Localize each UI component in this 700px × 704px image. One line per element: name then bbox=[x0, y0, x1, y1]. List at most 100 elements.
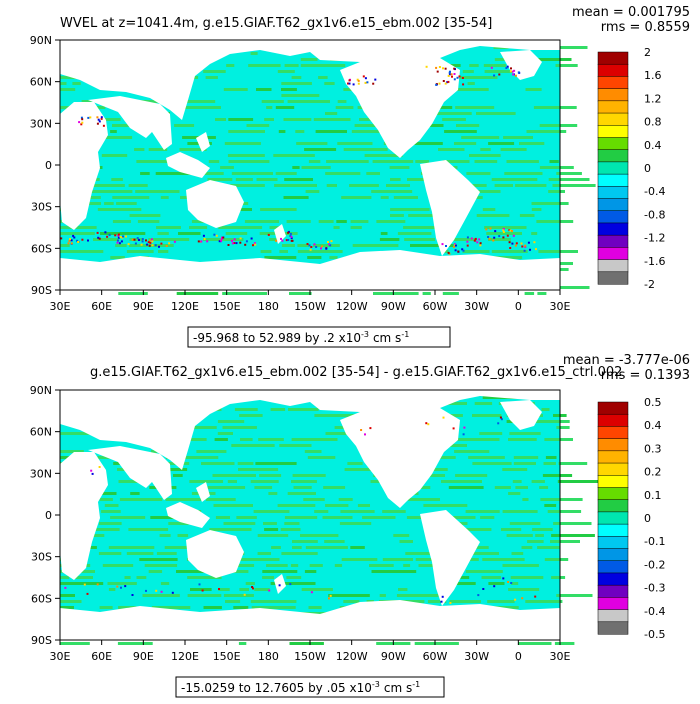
texture-streak bbox=[509, 522, 541, 525]
anomaly-speckle bbox=[158, 245, 160, 248]
colorbar-tick-label: -0.4 bbox=[644, 185, 665, 198]
texture-streak bbox=[60, 450, 84, 453]
texture-streak bbox=[185, 100, 216, 103]
anomaly-speckle bbox=[502, 236, 505, 239]
texture-streak bbox=[222, 292, 267, 295]
texture-streak bbox=[256, 88, 272, 91]
colorbar-swatch bbox=[597, 88, 629, 102]
texture-streak bbox=[110, 256, 125, 259]
texture-streak bbox=[187, 594, 222, 597]
texture-streak bbox=[279, 444, 312, 447]
texture-streak bbox=[545, 456, 557, 459]
texture-streak bbox=[231, 172, 273, 175]
texture-streak bbox=[403, 226, 447, 229]
anomaly-speckle bbox=[91, 472, 94, 475]
chart-title: g.e15.GIAF.T62_gx1v6.e15_ebm.002 [35-54]… bbox=[90, 365, 622, 380]
anomaly-speckle bbox=[505, 67, 508, 69]
anomaly-speckle bbox=[477, 594, 480, 597]
texture-streak bbox=[555, 64, 578, 67]
texture-streak bbox=[136, 576, 147, 579]
anomaly-speckle bbox=[492, 239, 495, 242]
anomaly-speckle bbox=[197, 240, 200, 243]
colorbar-tick-label: 0.4 bbox=[644, 419, 662, 432]
texture-streak bbox=[284, 522, 300, 525]
texture-streak bbox=[257, 552, 271, 555]
texture-streak bbox=[468, 456, 505, 459]
anomaly-speckle bbox=[308, 244, 311, 247]
colorbar-swatch bbox=[597, 450, 629, 464]
range-unit-exponent: -1 bbox=[412, 680, 420, 689]
texture-streak bbox=[308, 606, 322, 609]
texture-streak bbox=[190, 588, 212, 591]
anomaly-speckle bbox=[457, 250, 460, 253]
anomaly-speckle bbox=[321, 245, 324, 248]
texture-streak bbox=[480, 148, 491, 151]
anomaly-speckle bbox=[329, 594, 332, 597]
anomaly-speckle bbox=[509, 70, 512, 73]
texture-streak bbox=[490, 606, 519, 609]
texture-streak bbox=[461, 552, 499, 555]
svg-text:-15.0259 to 12.7605 by .05 x10: -15.0259 to 12.7605 by .05 x10-3 cm s-1 bbox=[181, 680, 420, 695]
texture-streak bbox=[462, 70, 474, 73]
texture-streak bbox=[220, 166, 234, 169]
texture-streak bbox=[502, 510, 538, 513]
texture-streak bbox=[254, 486, 273, 489]
texture-streak bbox=[155, 172, 199, 175]
texture-streak bbox=[390, 178, 401, 181]
anomaly-speckle bbox=[239, 237, 242, 240]
texture-streak bbox=[325, 504, 349, 507]
texture-streak bbox=[371, 190, 413, 193]
texture-streak bbox=[126, 552, 154, 555]
texture-streak bbox=[286, 220, 311, 223]
texture-streak bbox=[547, 510, 582, 513]
texture-streak bbox=[551, 576, 566, 579]
texture-streak bbox=[269, 226, 280, 229]
texture-streak bbox=[343, 600, 360, 603]
texture-streak bbox=[173, 474, 183, 477]
texture-streak bbox=[60, 456, 73, 459]
anomaly-speckle bbox=[453, 245, 455, 248]
anomaly-speckle bbox=[244, 243, 247, 246]
texture-streak bbox=[315, 130, 347, 133]
texture-streak bbox=[254, 588, 270, 591]
texture-streak bbox=[351, 130, 395, 133]
anomaly-speckle bbox=[70, 239, 73, 242]
texture-streak bbox=[543, 462, 556, 465]
y-axis: 90N 60N 30N 0 30S 60S 90S bbox=[30, 384, 60, 647]
texture-streak bbox=[60, 594, 75, 597]
anomaly-speckle bbox=[131, 238, 134, 241]
texture-streak bbox=[469, 154, 501, 157]
texture-streak bbox=[455, 106, 495, 109]
texture-streak bbox=[465, 570, 503, 573]
texture-streak bbox=[307, 256, 322, 259]
texture-streak bbox=[390, 208, 430, 211]
texture-streak bbox=[449, 600, 481, 603]
texture-streak bbox=[357, 504, 370, 507]
texture-streak bbox=[536, 220, 574, 223]
anomaly-speckle bbox=[330, 240, 333, 243]
texture-streak bbox=[337, 142, 373, 145]
anomaly-speckle bbox=[498, 235, 501, 238]
anomaly-speckle bbox=[77, 241, 80, 243]
anomaly-speckle bbox=[511, 242, 514, 245]
anomaly-speckle bbox=[202, 234, 205, 237]
colorbar-tick-label: 0.4 bbox=[644, 139, 662, 152]
texture-streak bbox=[93, 528, 120, 531]
texture-streak bbox=[139, 558, 178, 561]
texture-streak bbox=[300, 534, 339, 537]
texture-streak bbox=[262, 570, 298, 573]
texture-streak bbox=[95, 118, 121, 121]
texture-streak bbox=[274, 184, 317, 187]
colorbar-swatch bbox=[597, 247, 629, 261]
texture-streak bbox=[484, 226, 527, 229]
texture-streak bbox=[108, 588, 116, 591]
anomaly-speckle bbox=[81, 121, 84, 124]
anomaly-speckle bbox=[523, 249, 526, 252]
texture-streak bbox=[196, 450, 227, 453]
texture-streak bbox=[408, 498, 440, 501]
anomaly-speckle bbox=[454, 249, 457, 252]
anomaly-speckle bbox=[97, 236, 100, 239]
y-tick-label: 90S bbox=[31, 284, 52, 297]
texture-streak bbox=[532, 528, 553, 531]
x-tick-label: 120W bbox=[336, 300, 368, 313]
